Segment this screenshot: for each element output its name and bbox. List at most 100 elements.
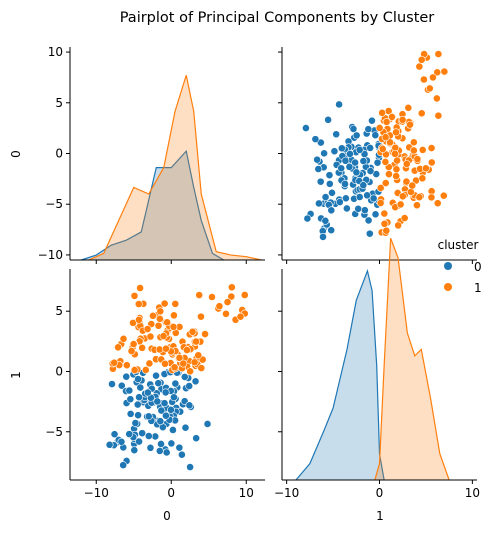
scatter-point-cluster-0	[325, 171, 334, 180]
scatter-point-cluster-0	[162, 448, 171, 457]
scatter-point-cluster-0	[138, 429, 147, 438]
panel-0-0-ytick-label: −5	[45, 197, 63, 211]
scatter-point-cluster-0	[125, 430, 134, 438]
scatter-point-cluster-1	[197, 364, 206, 372]
scatter-point-cluster-1	[155, 345, 164, 354]
scatter-point-cluster-1	[417, 109, 426, 118]
scatter-point-cluster-1	[418, 174, 427, 183]
scatter-point-cluster-0	[321, 216, 330, 225]
scatter-point-cluster-1	[195, 291, 204, 299]
scatter-point-cluster-1	[375, 124, 384, 132]
scatter-point-cluster-1	[427, 193, 436, 202]
scatter-point-cluster-1	[402, 160, 411, 168]
scatter-point-cluster-1	[433, 199, 442, 208]
scatter-point-cluster-0	[364, 216, 373, 225]
scatter-point-cluster-0	[136, 383, 145, 392]
scatter-point-cluster-0	[325, 179, 334, 188]
scatter-point-cluster-1	[381, 133, 390, 142]
scatter-point-cluster-1	[155, 314, 164, 323]
scatter-point-cluster-1	[175, 353, 184, 362]
scatter-point-cluster-1	[159, 332, 168, 340]
scatter-point-cluster-1	[409, 146, 418, 155]
scatter-point-cluster-0	[373, 158, 382, 167]
panel-1-1-xtick-label: 10	[465, 486, 480, 500]
scatter-point-cluster-0	[337, 144, 346, 153]
kde-fill-1-cluster-0	[295, 270, 385, 480]
scatter-point-cluster-0	[352, 131, 361, 140]
scatter-point-cluster-1	[162, 344, 170, 353]
scatter-point-cluster-1	[392, 172, 401, 180]
scatter-point-cluster-1	[425, 84, 434, 93]
scatter-point-cluster-1	[391, 149, 399, 158]
scatter-point-cluster-0	[160, 399, 169, 408]
scatter-point-cluster-1	[170, 363, 179, 372]
scatter-point-cluster-1	[400, 214, 409, 222]
scatter-point-cluster-1	[392, 165, 401, 174]
scatter-point-cluster-0	[203, 420, 212, 428]
scatter-point-cluster-0	[352, 168, 361, 177]
scatter-point-cluster-0	[328, 188, 336, 197]
scatter-point-cluster-1	[227, 292, 236, 301]
scatter-point-cluster-0	[371, 210, 380, 219]
scatter-point-cluster-1	[114, 343, 122, 352]
scatter-point-cluster-0	[369, 194, 378, 203]
scatter-point-cluster-1	[171, 299, 180, 308]
scatter-point-cluster-1	[223, 298, 232, 306]
scatter-point-cluster-1	[406, 120, 414, 129]
scatter-point-cluster-0	[355, 193, 364, 201]
scatter-point-cluster-1	[138, 343, 147, 352]
scatter-point-cluster-1	[433, 68, 442, 77]
scatter-point-cluster-1	[201, 330, 209, 338]
scatter-point-cluster-0	[332, 130, 341, 139]
scatter-point-cluster-1	[110, 358, 119, 367]
scatter-point-cluster-1	[378, 145, 387, 153]
scatter-point-cluster-1	[432, 94, 441, 103]
scatter-point-cluster-1	[415, 193, 424, 202]
scatter-point-cluster-1	[188, 327, 197, 336]
scatter-point-cluster-1	[186, 367, 195, 376]
scatter-point-cluster-0	[177, 450, 186, 459]
panel-0-0-ytick-label: 5	[55, 96, 63, 110]
scatter-point-cluster-0	[161, 388, 170, 397]
scatter-point-cluster-1	[143, 325, 152, 333]
scatter-point-cluster-0	[171, 379, 180, 388]
scatter-point-cluster-1	[381, 158, 390, 166]
scatter-point-cluster-1	[409, 138, 418, 147]
scatter-point-cluster-0	[146, 443, 155, 452]
scatter-point-cluster-0	[105, 440, 114, 449]
scatter-point-cluster-1	[240, 291, 249, 299]
y-axis-label-0: 0	[9, 150, 23, 158]
scatter-point-cluster-0	[157, 440, 165, 448]
kde-line-0-cluster-1	[88, 75, 262, 261]
scatter-point-cluster-0	[125, 386, 134, 395]
scatter-point-cluster-1	[154, 321, 163, 330]
scatter-point-cluster-1	[156, 307, 165, 316]
chart-title: Pairplot of Principal Components by Clus…	[120, 10, 435, 26]
scatter-point-cluster-1	[415, 62, 424, 71]
scatter-point-cluster-0	[191, 377, 200, 386]
scatter-point-cluster-0	[364, 125, 373, 134]
scatter-point-cluster-1	[135, 315, 143, 324]
scatter-point-cluster-1	[392, 128, 400, 137]
scatter-point-cluster-1	[413, 155, 422, 163]
scatter-point-cluster-0	[302, 124, 310, 132]
panel-1-0-ytick-label: 0	[55, 364, 63, 378]
scatter-point-cluster-0	[346, 150, 354, 158]
scatter-point-cluster-0	[169, 426, 177, 434]
x-axis-label-1: 1	[376, 509, 384, 523]
scatter-point-cluster-0	[175, 443, 184, 452]
scatter-point-cluster-0	[153, 397, 162, 406]
scatter-point-cluster-1	[381, 179, 390, 187]
scatter-point-cluster-0	[108, 380, 116, 388]
panel-1-0-ytick-label: 5	[55, 304, 63, 318]
scatter-point-cluster-0	[133, 400, 142, 409]
scatter-point-cluster-1	[197, 312, 205, 321]
scatter-point-cluster-0	[349, 125, 358, 133]
scatter-point-cluster-0	[313, 155, 322, 164]
legend: cluster 0 1	[438, 238, 482, 295]
scatter-point-cluster-0	[327, 226, 336, 235]
scatter-point-cluster-0	[351, 158, 359, 167]
scatter-point-cluster-0	[154, 379, 163, 388]
scatter-point-cluster-0	[117, 437, 126, 446]
